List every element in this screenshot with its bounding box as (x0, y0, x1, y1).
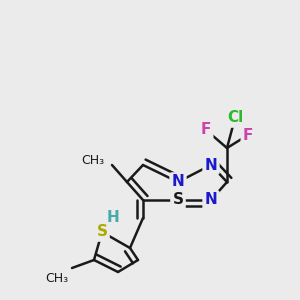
Text: S: S (172, 193, 184, 208)
Text: CH₃: CH₃ (81, 154, 104, 167)
Text: F: F (243, 128, 253, 142)
Text: H: H (106, 211, 119, 226)
Text: N: N (205, 193, 218, 208)
Text: Cl: Cl (227, 110, 243, 125)
Text: F: F (201, 122, 211, 137)
Text: N: N (205, 158, 218, 172)
Text: N: N (172, 175, 184, 190)
Text: CH₃: CH₃ (45, 272, 68, 285)
Text: S: S (97, 224, 107, 239)
